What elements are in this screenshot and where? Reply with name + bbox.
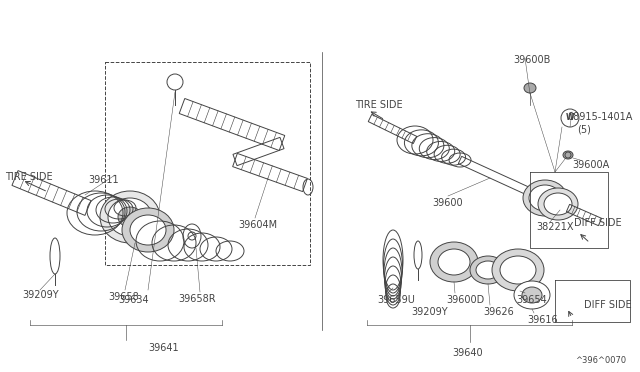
Text: 39600D: 39600D	[446, 295, 484, 305]
Text: 39634: 39634	[118, 295, 148, 305]
Ellipse shape	[130, 215, 166, 245]
Ellipse shape	[50, 238, 60, 274]
Text: 39626: 39626	[483, 307, 514, 317]
Ellipse shape	[470, 256, 506, 284]
Text: TIRE SIDE: TIRE SIDE	[355, 100, 403, 110]
Text: 39658R: 39658R	[178, 294, 216, 304]
Ellipse shape	[414, 241, 422, 269]
Text: 39209Y: 39209Y	[22, 290, 59, 300]
Text: 39654: 39654	[516, 295, 547, 305]
Ellipse shape	[100, 191, 160, 243]
Text: (5): (5)	[577, 125, 591, 135]
Text: 39604M: 39604M	[238, 220, 277, 230]
Text: TIRE SIDE: TIRE SIDE	[5, 172, 52, 182]
Ellipse shape	[529, 185, 561, 211]
Ellipse shape	[438, 249, 470, 275]
Text: 39209Y: 39209Y	[411, 307, 447, 317]
Text: 39600B: 39600B	[513, 55, 550, 65]
Ellipse shape	[492, 249, 544, 291]
Ellipse shape	[476, 261, 500, 279]
Ellipse shape	[523, 180, 567, 216]
Ellipse shape	[108, 198, 152, 236]
Text: 39600: 39600	[432, 198, 463, 208]
Ellipse shape	[430, 242, 478, 282]
Text: 39611: 39611	[88, 175, 118, 185]
Ellipse shape	[538, 188, 578, 220]
Ellipse shape	[544, 193, 572, 215]
Text: 39659U: 39659U	[377, 295, 415, 305]
Text: 08915-1401A: 08915-1401A	[567, 112, 632, 122]
Ellipse shape	[563, 151, 573, 159]
Ellipse shape	[122, 208, 174, 252]
Text: ^396^0070: ^396^0070	[575, 356, 626, 365]
Ellipse shape	[524, 83, 536, 93]
Text: 39658: 39658	[108, 292, 139, 302]
Ellipse shape	[514, 281, 550, 309]
Ellipse shape	[522, 287, 542, 303]
Text: 39640: 39640	[452, 348, 483, 358]
Text: W: W	[566, 113, 574, 122]
Text: DIFF SIDE: DIFF SIDE	[584, 300, 632, 310]
Text: 38221X: 38221X	[536, 222, 573, 232]
Text: 39616: 39616	[527, 315, 557, 325]
Text: DIFF SIDE: DIFF SIDE	[574, 218, 621, 228]
Ellipse shape	[500, 256, 536, 284]
Text: 39600A: 39600A	[572, 160, 609, 170]
Text: 39641: 39641	[148, 343, 179, 353]
Ellipse shape	[118, 207, 142, 227]
